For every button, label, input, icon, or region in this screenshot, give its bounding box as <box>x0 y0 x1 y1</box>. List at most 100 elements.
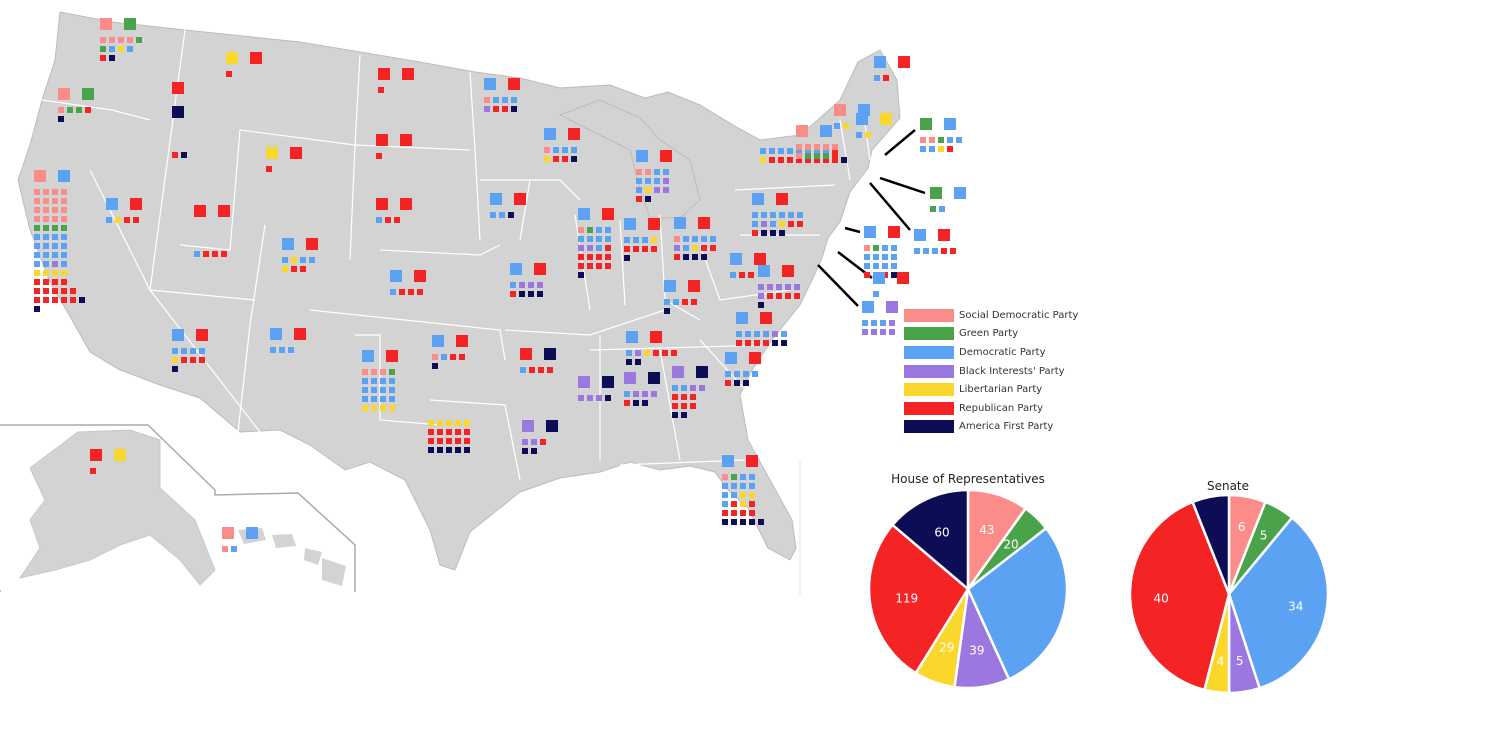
seat-marker-large <box>898 56 910 68</box>
seat-marker-large <box>650 331 662 343</box>
seat-marker-small <box>52 288 58 294</box>
seat-marker-small <box>644 350 650 356</box>
seat-marker-large <box>796 125 808 137</box>
party-legend: Social Democratic Party Green Party Demo… <box>904 306 1078 436</box>
seat-marker-small <box>864 272 870 278</box>
seat-marker-large <box>362 350 374 362</box>
seat-marker-small <box>587 227 593 233</box>
seat-marker-small <box>692 254 698 260</box>
border-line <box>354 144 471 151</box>
seat-marker-small <box>428 447 434 453</box>
seat-marker-small <box>874 75 880 81</box>
seat-marker-small <box>61 279 67 285</box>
seat-marker-large <box>674 217 686 229</box>
seat-marker-small <box>776 293 782 299</box>
seat-marker-small <box>510 282 516 288</box>
seat-marker-small <box>778 157 784 163</box>
seat-marker-small <box>172 152 178 158</box>
seat-marker-small <box>605 227 611 233</box>
seat-marker-small <box>76 107 82 113</box>
seat-marker-small <box>522 448 528 454</box>
seat-marker-small <box>291 257 297 263</box>
seat-marker-large <box>124 18 136 30</box>
seat-marker-small <box>43 288 49 294</box>
seat-marker-small <box>938 146 944 152</box>
seat-marker-large <box>270 328 282 340</box>
seat-marker-small <box>761 221 767 227</box>
seat-marker-small <box>770 212 776 218</box>
seat-marker-small <box>52 261 58 267</box>
seat-marker-small <box>758 302 764 308</box>
seat-marker-small <box>642 391 648 397</box>
hawaii-island-4 <box>322 558 346 586</box>
seat-marker-small <box>371 378 377 384</box>
seat-marker-small <box>873 245 879 251</box>
seat-marker-small <box>763 340 769 346</box>
seat-marker-small <box>864 263 870 269</box>
seat-marker-small <box>930 206 936 212</box>
seat-marker-small <box>752 371 758 377</box>
seat-marker-small <box>605 245 611 251</box>
seat-marker-small <box>417 289 423 295</box>
seat-marker-small <box>578 254 584 260</box>
seat-marker-small <box>823 153 829 159</box>
border-line <box>469 71 481 241</box>
legend-swatch <box>904 420 954 434</box>
seat-marker-small <box>441 354 447 360</box>
seat-marker-small <box>52 252 58 258</box>
seat-marker-large <box>664 280 676 292</box>
seat-marker-small <box>758 293 764 299</box>
seat-marker-small <box>380 369 386 375</box>
seat-marker-small <box>739 272 745 278</box>
callout-line-massachusetts <box>884 129 916 156</box>
seat-marker-small <box>115 217 121 223</box>
seat-marker-small <box>493 106 499 112</box>
seat-marker-small <box>61 225 67 231</box>
inset-frames <box>0 424 801 595</box>
seat-marker-small <box>722 474 728 480</box>
pie-slice <box>1227 515 1330 690</box>
seat-marker-small <box>190 357 196 363</box>
seat-marker-small <box>862 320 868 326</box>
seat-marker-small <box>889 320 895 326</box>
seat-marker-small <box>544 156 550 162</box>
seat-marker-small <box>587 254 593 260</box>
seat-marker-small <box>67 107 73 113</box>
seat-marker-small <box>34 288 40 294</box>
seat-marker-small <box>947 146 953 152</box>
seat-marker-small <box>502 97 508 103</box>
seat-marker-small <box>692 236 698 242</box>
seat-marker-small <box>52 198 58 204</box>
seat-marker-small <box>464 447 470 453</box>
seat-marker-small <box>769 148 775 154</box>
seat-marker-small <box>362 405 368 411</box>
seat-marker-small <box>770 221 776 227</box>
border-line <box>309 309 506 361</box>
seat-marker-small <box>282 266 288 272</box>
seat-marker-small <box>371 369 377 375</box>
seat-marker-small <box>61 243 67 249</box>
seat-marker-small <box>633 237 639 243</box>
border-line <box>864 124 871 161</box>
seat-marker-small <box>181 357 187 363</box>
border-line <box>699 339 751 396</box>
seat-marker-small <box>651 391 657 397</box>
seat-marker-small <box>690 385 696 391</box>
seat-marker-small <box>571 156 577 162</box>
seat-marker-small <box>722 492 728 498</box>
seat-marker-large <box>730 253 742 265</box>
seat-marker-large <box>944 118 956 130</box>
seat-marker-small <box>889 329 895 335</box>
seat-marker-small <box>484 97 490 103</box>
seat-marker-large <box>414 270 426 282</box>
seat-marker-small <box>794 293 800 299</box>
seat-marker-small <box>61 261 67 267</box>
seat-marker-small <box>672 412 678 418</box>
seat-marker-small <box>362 369 368 375</box>
border-line <box>699 244 791 301</box>
seat-marker-small <box>309 257 315 263</box>
seat-marker-small <box>291 266 297 272</box>
seat-marker-small <box>34 279 40 285</box>
seat-marker-small <box>428 429 434 435</box>
